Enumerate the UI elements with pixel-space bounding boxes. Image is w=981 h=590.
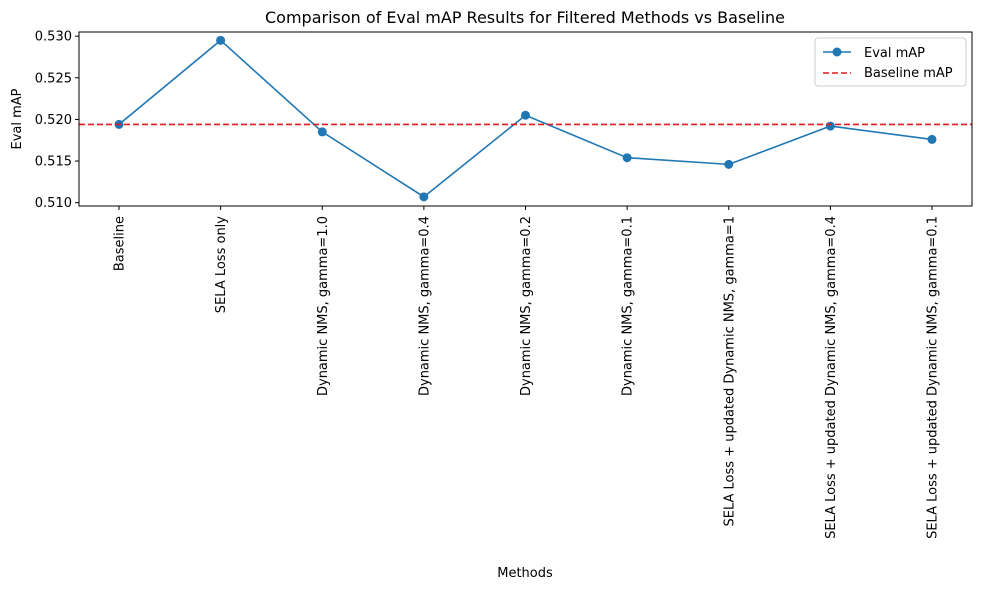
data-point: [216, 35, 226, 45]
x-tick-label: SELA Loss + updated Dynamic NMS, gamma=0…: [824, 216, 839, 539]
x-tick-label: SELA Loss + updated Dynamic NMS, gamma=0…: [926, 216, 941, 539]
x-tick-label: Dynamic NMS, gamma=0.2: [519, 216, 534, 396]
y-tick-label: 0.515: [35, 155, 72, 170]
plot-area: [79, 35, 972, 202]
x-tick-label: Dynamic NMS, gamma=0.1: [621, 216, 636, 396]
y-tick-label: 0.520: [35, 113, 72, 128]
data-point: [825, 121, 835, 131]
y-tick-label: 0.510: [35, 196, 72, 211]
legend-marker-eval-map: [832, 47, 842, 57]
data-point: [724, 159, 734, 169]
x-tick-label: Dynamic NMS, gamma=0.4: [417, 216, 432, 396]
legend-label-baseline-map: Baseline mAP: [864, 66, 953, 81]
x-axis: Baseline SELA Loss only Dynamic NMS, gamma…: [113, 206, 941, 539]
x-tick-label: Baseline: [113, 216, 128, 271]
x-tick-label: Dynamic NMS, gamma=1.0: [316, 216, 331, 396]
data-point: [419, 192, 429, 202]
y-tick-label: 0.525: [35, 71, 72, 86]
y-axis: 0.510 0.515 0.520 0.525 0.530: [35, 30, 79, 211]
legend: Eval mAP Baseline mAP: [814, 37, 967, 87]
x-axis-label: Methods: [497, 566, 553, 581]
data-point: [521, 110, 530, 120]
x-tick-label: SELA Loss only: [214, 216, 229, 313]
y-tick-label: 0.530: [35, 30, 72, 45]
data-point: [622, 153, 632, 163]
legend-label-eval-map: Eval mAP: [864, 46, 925, 61]
x-tick-label: SELA Loss + updated Dynamic NMS, gamma=1: [722, 216, 737, 527]
y-axis-label: Eval mAP: [10, 88, 25, 149]
legend-frame: [814, 37, 967, 87]
data-point: [317, 127, 327, 137]
chart-title: Comparison of Eval mAP Results for Filte…: [265, 8, 785, 27]
data-point: [927, 134, 937, 144]
